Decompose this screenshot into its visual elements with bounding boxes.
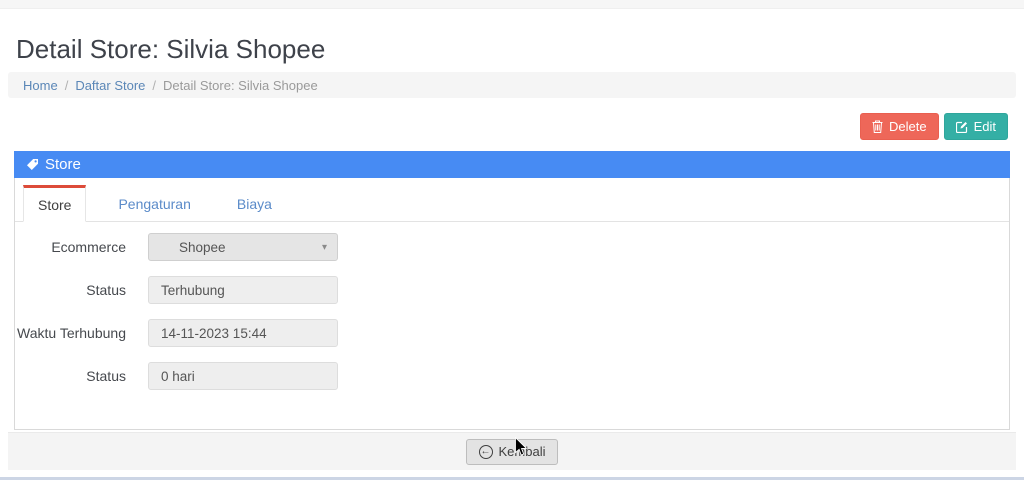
edit-button[interactable]: Edit bbox=[943, 113, 1008, 140]
panel-footer: ← Kembali bbox=[8, 432, 1016, 470]
tab-store[interactable]: Store bbox=[23, 185, 87, 222]
tag-icon bbox=[26, 158, 39, 171]
action-buttons-row: Delete Edit bbox=[0, 113, 1024, 140]
form-row-ecommerce: Ecommerce Shopee ▾ bbox=[15, 233, 1009, 261]
breadcrumb: Home / Daftar Store / Detail Store: Silv… bbox=[8, 72, 1016, 98]
status-label: Status bbox=[86, 282, 126, 298]
store-panel-header: Store bbox=[14, 151, 1010, 178]
tab-store-label: Store bbox=[38, 196, 72, 213]
waktu-terhubung-label: Waktu Terhubung bbox=[17, 325, 126, 341]
breadcrumb-current: Detail Store: Silvia Shopee bbox=[163, 77, 318, 93]
page-title: Detail Store: Silvia Shopee bbox=[16, 34, 326, 64]
tab-biaya-label: Biaya bbox=[236, 195, 272, 212]
tab-pengaturan[interactable]: Pengaturan bbox=[104, 185, 204, 222]
form-row-waktu-terhubung: Waktu Terhubung bbox=[15, 319, 1009, 347]
breadcrumb-home-link[interactable]: Home bbox=[23, 77, 58, 93]
breadcrumb-separator: / bbox=[64, 77, 69, 93]
trash-icon bbox=[872, 120, 883, 133]
store-detail-box: Store Pengaturan Biaya Ecommerce Shopee … bbox=[14, 178, 1010, 430]
ecommerce-select-value: Shopee bbox=[179, 239, 226, 255]
back-button-label: Kembali bbox=[498, 444, 546, 459]
breadcrumb-separator: / bbox=[152, 77, 157, 93]
store-panel-header-label: Store bbox=[45, 156, 81, 173]
tab-bar: Store Pengaturan Biaya bbox=[15, 178, 1009, 222]
status-input[interactable] bbox=[148, 276, 338, 304]
form-row-status-hari: Status bbox=[15, 362, 1009, 390]
status-hari-label: Status bbox=[86, 368, 126, 384]
store-form: Ecommerce Shopee ▾ Status Waktu Terhubun… bbox=[15, 222, 1009, 390]
caret-down-icon: ▾ bbox=[321, 241, 327, 253]
edit-icon bbox=[955, 121, 968, 133]
top-strip bbox=[0, 0, 1024, 9]
back-button[interactable]: ← Kembali bbox=[465, 438, 559, 465]
window-bottom-edge bbox=[0, 477, 1024, 480]
tab-pengaturan-label: Pengaturan bbox=[118, 195, 191, 212]
status-hari-input[interactable] bbox=[148, 362, 338, 390]
arrow-circle-left-icon: ← bbox=[478, 444, 493, 459]
ecommerce-label: Ecommerce bbox=[51, 239, 126, 255]
breadcrumb-daftar-store-link[interactable]: Daftar Store bbox=[75, 77, 146, 93]
waktu-terhubung-input[interactable] bbox=[148, 319, 338, 347]
delete-button-label: Delete bbox=[889, 119, 927, 134]
delete-button[interactable]: Delete bbox=[860, 113, 939, 140]
form-row-status: Status bbox=[15, 276, 1009, 304]
ecommerce-select[interactable]: Shopee ▾ bbox=[148, 233, 338, 261]
edit-button-label: Edit bbox=[973, 119, 996, 134]
tab-biaya[interactable]: Biaya bbox=[223, 185, 286, 222]
